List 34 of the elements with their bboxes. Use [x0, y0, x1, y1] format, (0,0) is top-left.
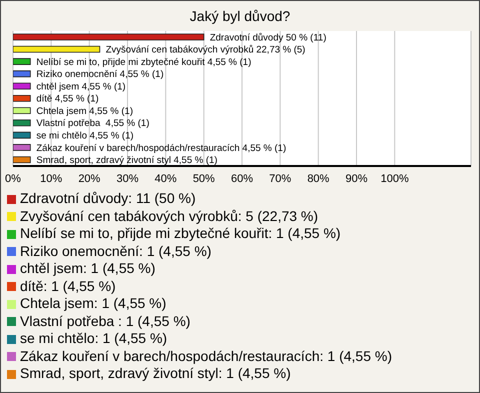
x-tick-label: 30% — [116, 172, 139, 185]
x-tick-label: 70% — [269, 172, 292, 185]
legend-label: Smrad, sport, zdravý životní styl: 1 (4,55 %) — [20, 365, 291, 381]
data-label: Smrad, sport, zdravý životní styl 4,55 % (1) — [36, 155, 218, 166]
legend-label: se mi chtělo: 1 (4,55 %) — [20, 330, 168, 346]
x-tick-label: 20% — [78, 172, 101, 185]
data-label: dítě 4,55 % (1) — [36, 94, 99, 105]
data-label: Zdravotní důvody 50 % (11) — [210, 32, 326, 44]
data-label: se mi chtělo 4,55 % (1) — [36, 130, 134, 142]
legend-label: Vlastní potřeba : 1 (4,55 %) — [20, 312, 190, 328]
data-label: chtěl jsem 4,55 % (1) — [36, 81, 126, 92]
data-label: Zákaz kouření v barech/hospodách/restauracích 4,55 % (1) — [36, 142, 286, 154]
legend-label: Zdravotní důvody: 11 (50 %) — [20, 190, 196, 206]
chart-title: Jaký byl důvod? — [188, 7, 292, 26]
x-tick-label: 80% — [307, 172, 330, 185]
data-label: Zvyšování cen tabákových výrobků 22,73 % (5) — [106, 44, 306, 56]
data-label: Nelíbí se mi to, přijde mi zbytečné kouřit 4,55 % (1) — [36, 56, 252, 68]
data-label: Vlastní potřeba 4,55 % (1) — [36, 118, 150, 130]
legend-label: Zvyšování cen tabákových výrobků: 5 (22,73 %) — [20, 208, 318, 224]
legend-label: chtěl jsem: 1 (4,55 %) — [20, 260, 156, 276]
legend-label: dítě: 1 (4,55 %) — [20, 278, 116, 294]
x-tick-label: 0% — [5, 172, 22, 185]
data-label: Chtela jsem 4,55 % (1) — [36, 106, 133, 117]
legend-label: Chtela jsem: 1 (4,55 %) — [20, 295, 166, 311]
legend-label: Riziko onemocnění: 1 (4,55 %) — [20, 242, 212, 258]
data-label: Riziko onemocnění 4,55 % (1) — [36, 69, 164, 80]
x-tick-label: 10% — [40, 172, 62, 185]
x-tick-label: 40% — [154, 172, 177, 185]
x-tick-label: 90% — [345, 172, 368, 185]
legend-label: Nelíbí se mi to, přijde mi zbytečné kouřit: 1 (4,55 %) — [20, 225, 341, 241]
x-tick-label: 50% — [192, 172, 216, 185]
x-tick-label: 100% — [380, 172, 409, 185]
x-tick-label: 60% — [230, 172, 254, 185]
legend-label: Zákaz kouření v barech/hospodách/restauracích: 1 (4,55 %) — [20, 348, 392, 364]
